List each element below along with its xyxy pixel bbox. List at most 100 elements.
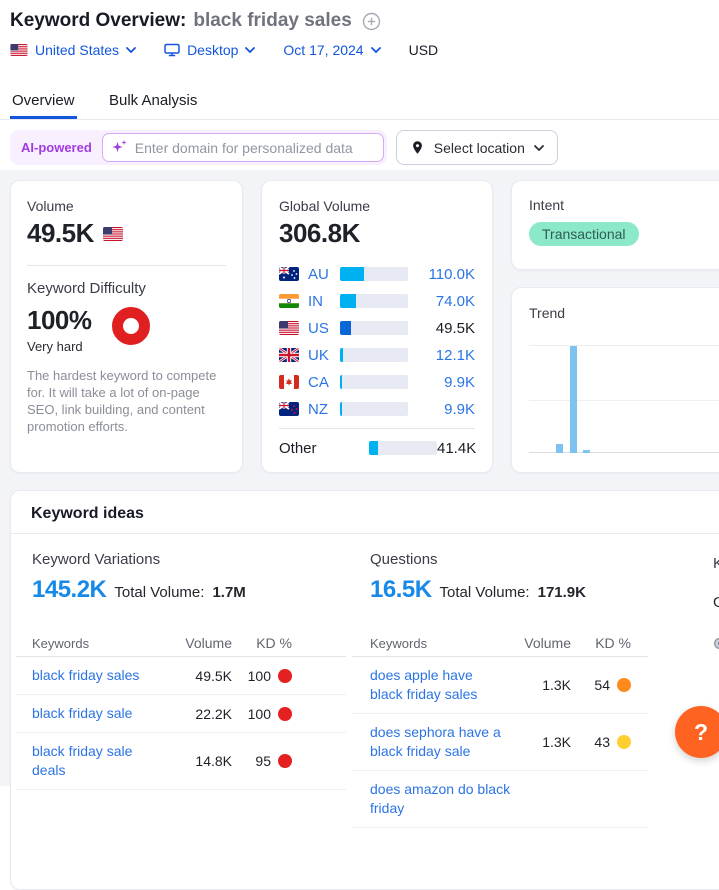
country-volume: 12.1K bbox=[435, 346, 475, 364]
keyword-kd: 95 bbox=[232, 753, 292, 769]
kd-dot-icon bbox=[617, 735, 631, 749]
domain-input-box bbox=[101, 133, 384, 162]
keyword-link[interactable]: does apple have black friday sales bbox=[370, 667, 478, 702]
tab-bulk-analysis[interactable]: Bulk Analysis bbox=[108, 92, 198, 109]
keyword-variations-total-link[interactable]: 145.2K bbox=[32, 576, 107, 603]
date-selector-label: Oct 17, 2024 bbox=[283, 42, 364, 58]
table-header-row: Keywords Volume KD % bbox=[16, 630, 346, 657]
select-location-button[interactable]: Select location bbox=[395, 130, 558, 165]
volume-bar bbox=[340, 348, 408, 362]
search-icon bbox=[713, 637, 719, 653]
clipped-column-title: K bbox=[713, 555, 719, 572]
other-volume: 41.4K bbox=[437, 439, 477, 457]
trend-chart-bars bbox=[556, 346, 712, 453]
table-row: does amazon do black friday bbox=[352, 771, 648, 828]
us-flag-icon bbox=[10, 44, 28, 56]
add-keyword-icon[interactable] bbox=[362, 12, 381, 31]
clipped-third-column: K G bbox=[713, 555, 719, 653]
au-flag-icon bbox=[279, 267, 299, 281]
volume-card: Volume 49.5K Keyword Difficulty 100% Ver… bbox=[10, 180, 243, 473]
country-selector[interactable]: United States bbox=[10, 42, 136, 58]
uk-flag-icon bbox=[279, 348, 299, 362]
trend-card: Trend bbox=[511, 287, 719, 473]
device-selector-label: Desktop bbox=[187, 42, 239, 58]
trend-chart bbox=[529, 345, 719, 453]
keyword-volume: 22.2K bbox=[195, 705, 232, 722]
filter-bar: United States Desktop Oct 17, 2024 USD bbox=[10, 42, 438, 58]
kv-table-rows: black friday sales 49.5K 100 black friday s… bbox=[16, 657, 346, 790]
volume-bar bbox=[369, 441, 437, 455]
gridline bbox=[529, 399, 719, 401]
volume-bar bbox=[340, 267, 408, 281]
column-header-keywords: Keywords bbox=[32, 635, 90, 651]
country-code-link[interactable]: NZ bbox=[308, 400, 328, 418]
keyword-link[interactable]: black friday sales bbox=[32, 667, 140, 683]
trend-bar bbox=[556, 444, 563, 453]
keyword-volume: 14.8K bbox=[195, 753, 232, 769]
country-code-link[interactable]: IN bbox=[308, 292, 323, 310]
kd-dot-icon bbox=[278, 668, 292, 683]
table-row: black friday sale 22.2K 100 bbox=[16, 695, 346, 733]
q-table-rows: does apple have black friday sales 1.3K 54… bbox=[352, 657, 648, 828]
volume-label: Volume bbox=[27, 198, 74, 214]
country-code-link[interactable]: CA bbox=[308, 373, 329, 391]
table-row: black friday sale deals 14.8K 95 bbox=[16, 733, 346, 790]
global-volume-other-row: Other 41.4K bbox=[279, 438, 477, 458]
table-row: does apple have black friday sales 1.3K 54 bbox=[352, 657, 648, 714]
divider bbox=[279, 428, 475, 429]
tab-overview[interactable]: Overview bbox=[10, 84, 77, 119]
keyword-kd: 100 bbox=[232, 668, 292, 684]
desktop-icon bbox=[164, 43, 180, 57]
keyword-difficulty-value: 100% bbox=[27, 305, 92, 335]
kd-dot-icon bbox=[617, 678, 631, 692]
keyword-volume: 49.5K bbox=[195, 667, 232, 684]
questions-total-link[interactable]: 16.5K bbox=[370, 576, 432, 603]
help-button-label: ? bbox=[693, 718, 709, 745]
column-header-keywords: Keywords bbox=[370, 635, 428, 651]
country-code-link[interactable]: AU bbox=[308, 265, 329, 283]
global-volume-row: IN 74.0K bbox=[279, 291, 475, 311]
chevron-down-icon bbox=[370, 47, 381, 53]
country-volume: 9.9K bbox=[444, 373, 475, 391]
keyword-difficulty-description: The hardest keyword to compete for. It w… bbox=[27, 368, 217, 434]
volume-bar bbox=[340, 375, 408, 389]
country-code-link[interactable]: US bbox=[308, 319, 329, 337]
questions-column: Questions 16.5K Total Volume: 171.9K Key… bbox=[352, 551, 648, 828]
total-volume-label: Total Volume: bbox=[114, 584, 205, 601]
device-selector[interactable]: Desktop bbox=[164, 42, 256, 58]
column-header-volume: Volume bbox=[185, 635, 232, 651]
intent-label: Intent bbox=[529, 197, 565, 213]
keyword-link[interactable]: black friday sale bbox=[32, 705, 133, 721]
ai-powered-group: AI-powered bbox=[10, 130, 387, 165]
country-selector-label: United States bbox=[35, 42, 120, 58]
page-header: Keyword Overview: black friday sales bbox=[10, 10, 381, 32]
keyword-volume: 1.3K bbox=[542, 734, 571, 750]
global-volume-row: US 49.5K bbox=[279, 318, 475, 338]
trend-bar bbox=[583, 449, 590, 453]
keyword-kd: 54 bbox=[571, 677, 631, 693]
date-selector[interactable]: Oct 17, 2024 bbox=[283, 42, 381, 58]
keyword-difficulty-level: Very hard bbox=[27, 339, 83, 354]
chevron-down-icon bbox=[245, 47, 256, 53]
sparkles-icon bbox=[111, 139, 128, 155]
intent-badge[interactable]: Transactional bbox=[529, 222, 639, 246]
chevron-down-icon bbox=[533, 144, 544, 151]
help-button[interactable]: ? bbox=[675, 706, 719, 758]
volume-value: 49.5K bbox=[27, 218, 94, 248]
country-code-link[interactable]: UK bbox=[308, 346, 329, 364]
domain-input[interactable] bbox=[101, 133, 384, 162]
nz-flag-icon bbox=[279, 402, 299, 416]
keyword-link[interactable]: black friday sale deals bbox=[32, 743, 133, 778]
kd-dot-icon bbox=[278, 706, 292, 721]
us-flag-icon bbox=[102, 226, 123, 241]
global-volume-card: Global Volume 306.8K AU 110.0K IN 74.0K US 49… bbox=[261, 180, 493, 473]
global-volume-value: 306.8K bbox=[279, 218, 360, 248]
volume-bar bbox=[340, 321, 408, 335]
divider bbox=[11, 533, 719, 534]
us-flag-icon bbox=[279, 321, 299, 335]
other-label: Other bbox=[279, 439, 317, 457]
keyword-link[interactable]: does sephora have a black friday sale bbox=[370, 724, 501, 759]
total-volume-label: Total Volume: bbox=[439, 584, 530, 601]
currency-label: USD bbox=[408, 42, 439, 58]
tab-bar: Overview Bulk Analysis bbox=[0, 84, 719, 120]
